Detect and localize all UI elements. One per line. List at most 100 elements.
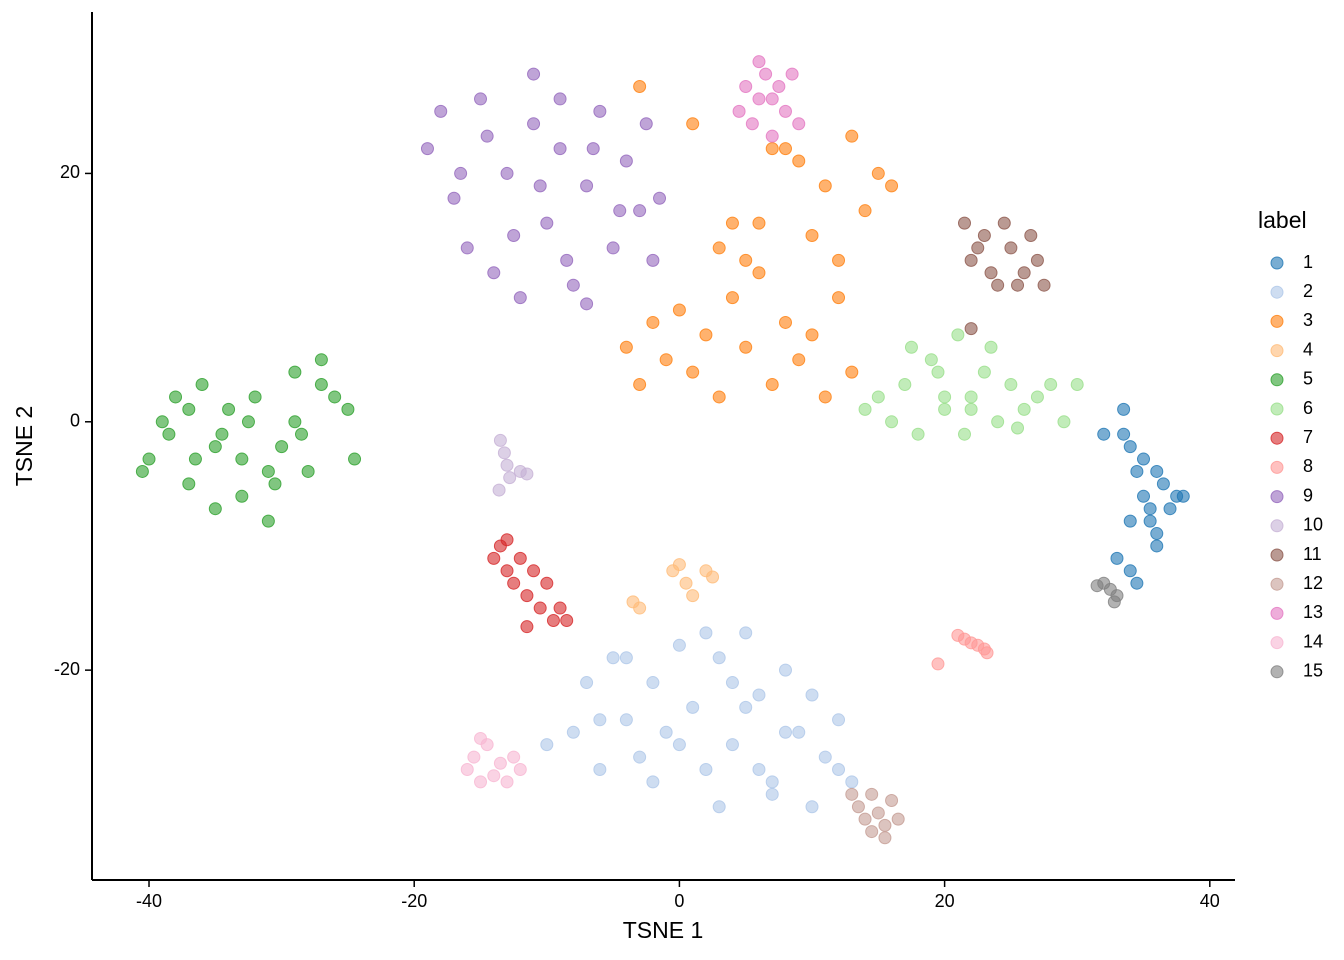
point — [792, 154, 806, 168]
point — [593, 762, 607, 776]
y-tick-label: 20 — [60, 162, 80, 182]
point — [805, 229, 819, 243]
point — [1130, 576, 1144, 590]
point — [593, 104, 607, 118]
point — [1176, 489, 1190, 503]
point — [1123, 440, 1137, 454]
point — [527, 564, 541, 578]
point — [858, 402, 872, 416]
point — [434, 104, 448, 118]
point — [865, 787, 879, 801]
point — [454, 166, 468, 180]
point — [560, 253, 574, 267]
point — [182, 477, 196, 491]
point — [739, 253, 753, 267]
point — [1044, 378, 1058, 392]
point — [871, 390, 885, 404]
legend-label: 1 — [1303, 252, 1313, 272]
point — [765, 378, 779, 392]
point — [759, 67, 773, 81]
point — [646, 676, 660, 690]
point — [725, 291, 739, 305]
point — [871, 166, 885, 180]
point — [653, 191, 667, 205]
legend-marker — [1270, 577, 1284, 591]
point — [778, 104, 792, 118]
point — [1030, 390, 1044, 404]
point — [832, 713, 846, 727]
point — [951, 328, 965, 342]
legend-label: 5 — [1303, 369, 1313, 389]
point — [686, 365, 700, 379]
point — [911, 427, 925, 441]
point — [487, 769, 501, 783]
point — [1107, 595, 1121, 609]
legend-marker — [1270, 460, 1284, 474]
point — [712, 390, 726, 404]
point — [752, 762, 766, 776]
point — [672, 738, 686, 752]
legend-label: 10 — [1303, 515, 1323, 535]
point — [964, 390, 978, 404]
point — [1004, 378, 1018, 392]
point — [142, 452, 156, 466]
point — [765, 142, 779, 156]
point — [878, 831, 892, 845]
point — [248, 390, 262, 404]
point — [752, 266, 766, 280]
point — [507, 750, 521, 764]
legend-label: 9 — [1303, 485, 1313, 505]
point — [169, 390, 183, 404]
point — [1156, 477, 1170, 491]
legend-marker — [1270, 344, 1284, 358]
point — [1137, 489, 1151, 503]
point — [540, 576, 554, 590]
point — [739, 340, 753, 354]
point — [885, 415, 899, 429]
point — [580, 676, 594, 690]
point — [1117, 427, 1131, 441]
y-axis-title: TSNE 2 — [11, 406, 37, 487]
point — [832, 253, 846, 267]
point — [580, 179, 594, 193]
point — [268, 477, 282, 491]
point — [288, 415, 302, 429]
point — [792, 725, 806, 739]
point — [162, 427, 176, 441]
point — [891, 812, 905, 826]
point — [467, 750, 481, 764]
point — [580, 297, 594, 311]
point — [1163, 502, 1177, 516]
point — [778, 142, 792, 156]
legend-marker — [1270, 285, 1284, 299]
point — [1017, 402, 1031, 416]
point — [619, 651, 633, 665]
point — [241, 415, 255, 429]
point — [712, 800, 726, 814]
point — [420, 142, 434, 156]
point — [871, 806, 885, 820]
point — [480, 129, 494, 143]
point — [672, 303, 686, 317]
point — [938, 390, 952, 404]
point — [1130, 464, 1144, 478]
point — [314, 353, 328, 367]
legend-marker — [1270, 665, 1284, 679]
x-tick-label: -40 — [136, 891, 162, 911]
point — [679, 576, 693, 590]
point — [659, 725, 673, 739]
legend-label: 7 — [1303, 427, 1313, 447]
point — [566, 725, 580, 739]
point — [805, 800, 819, 814]
point — [851, 800, 865, 814]
point — [503, 471, 517, 485]
point — [493, 433, 507, 447]
point — [1097, 427, 1111, 441]
point — [619, 340, 633, 354]
point — [765, 92, 779, 106]
point — [460, 762, 474, 776]
point — [712, 651, 726, 665]
point — [606, 241, 620, 255]
point — [997, 216, 1011, 230]
